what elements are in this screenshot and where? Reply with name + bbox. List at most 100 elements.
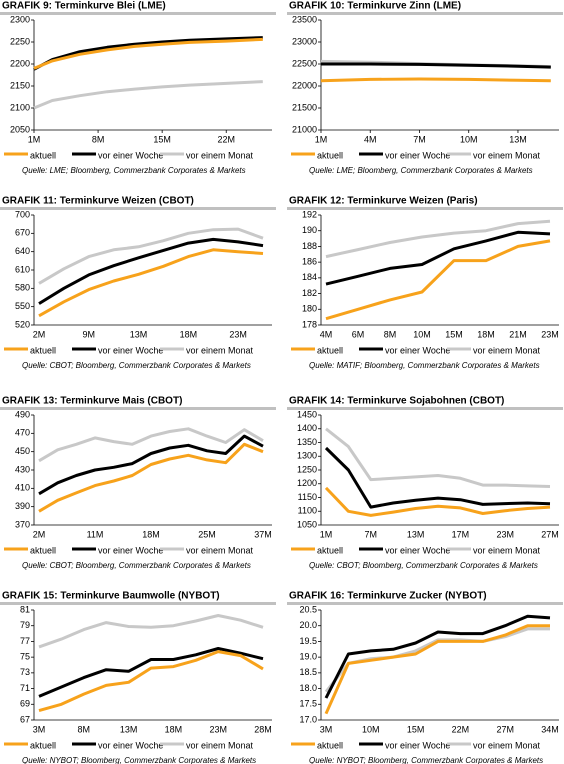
x-tick-label: 18M bbox=[165, 724, 183, 734]
source-note: Quelle: CBOT; Bloomberg, Commerzbank Cor… bbox=[22, 561, 251, 570]
x-tick-label: 13M bbox=[509, 134, 527, 144]
y-tick-label: 20.0 bbox=[299, 620, 317, 630]
legend-label: vor einer Woche bbox=[385, 150, 450, 160]
x-tick-label: 27M bbox=[496, 724, 514, 734]
x-tick-label: 28M bbox=[254, 724, 272, 734]
x-tick-label: 15M bbox=[407, 724, 425, 734]
series-line bbox=[38, 237, 264, 305]
legend-label: aktuell bbox=[317, 345, 343, 355]
y-tick-label: 69 bbox=[20, 699, 30, 709]
x-tick-label: 10M bbox=[460, 134, 478, 144]
source-note: Quelle: CBOT; Bloomberg, Commerzbank Cor… bbox=[309, 561, 538, 570]
series-line bbox=[33, 80, 263, 110]
y-tick-label: 19.0 bbox=[299, 652, 317, 662]
source-note: Quelle: LME; Bloomberg, Commerzbank Corp… bbox=[309, 166, 533, 175]
y-tick-label: 21000 bbox=[292, 124, 317, 134]
y-tick-label: 450 bbox=[15, 446, 30, 456]
chart-title: GRAFIK 9: Terminkurve Blei (LME) bbox=[2, 1, 166, 12]
y-tick-label: 188 bbox=[302, 241, 317, 251]
y-tick-label: 1350 bbox=[297, 437, 317, 447]
x-tick-label: 37M bbox=[254, 529, 272, 539]
source-note: Quelle: CBOT; Bloomberg, Commerzbank Cor… bbox=[22, 361, 251, 370]
title-rule bbox=[0, 12, 276, 15]
series-line bbox=[38, 248, 264, 318]
y-tick-label: 22000 bbox=[292, 80, 317, 90]
source-note: Quelle: NYBOT; Bloomberg, Commerzbank Co… bbox=[22, 756, 256, 764]
legend-label: vor einer Woche bbox=[385, 740, 450, 750]
series-line bbox=[38, 614, 264, 649]
legend-label: vor einem Monat bbox=[186, 545, 254, 555]
chart-title: GRAFIK 14: Terminkurve Sojabohnen (CBOT) bbox=[289, 396, 504, 407]
y-tick-label: 1050 bbox=[297, 519, 317, 529]
y-tick-label: 2100 bbox=[10, 102, 30, 112]
title-rule bbox=[287, 207, 563, 210]
y-tick-label: 1250 bbox=[297, 464, 317, 474]
x-tick-label: 22M bbox=[452, 724, 470, 734]
x-tick-label: 1M bbox=[315, 134, 328, 144]
y-tick-label: 1200 bbox=[297, 478, 317, 488]
legend-label: aktuell bbox=[317, 150, 343, 160]
series-line bbox=[324, 624, 550, 715]
series-line bbox=[325, 230, 551, 286]
series-line bbox=[38, 647, 264, 698]
x-tick-label: 2M bbox=[33, 329, 46, 339]
chart-title: GRAFIK 12: Terminkurve Weizen (Paris) bbox=[289, 196, 478, 207]
legend-label: vor einem Monat bbox=[186, 345, 254, 355]
x-tick-label: 1M bbox=[320, 529, 333, 539]
legend-label: vor einem Monat bbox=[473, 345, 541, 355]
source-note: Quelle: NYBOT; Bloomberg, Commerzbank Co… bbox=[309, 756, 543, 764]
x-tick-label: 4M bbox=[320, 329, 333, 339]
x-tick-label: 23M bbox=[209, 724, 227, 734]
series-line bbox=[325, 219, 551, 259]
legend-label: vor einer Woche bbox=[98, 740, 163, 750]
series-line bbox=[320, 77, 551, 83]
x-tick-label: 1M bbox=[28, 134, 41, 144]
x-tick-label: 34M bbox=[541, 724, 559, 734]
y-tick-label: 410 bbox=[15, 483, 30, 493]
y-tick-label: 75 bbox=[20, 652, 30, 662]
y-tick-label: 81 bbox=[20, 604, 30, 614]
x-tick-label: 6M bbox=[352, 329, 365, 339]
y-tick-label: 610 bbox=[15, 264, 30, 274]
series-line bbox=[325, 239, 551, 321]
x-tick-label: 22M bbox=[217, 134, 235, 144]
legend-label: vor einer Woche bbox=[98, 545, 163, 555]
x-tick-label: 8M bbox=[384, 329, 397, 339]
chart-title: GRAFIK 16: Terminkurve Zucker (NYBOT) bbox=[289, 591, 487, 602]
x-tick-label: 13M bbox=[130, 329, 148, 339]
y-tick-label: 192 bbox=[302, 209, 317, 219]
y-tick-label: 182 bbox=[302, 288, 317, 298]
series-line bbox=[321, 62, 551, 69]
legend-label: vor einem Monat bbox=[473, 150, 541, 160]
y-tick-label: 700 bbox=[15, 209, 30, 219]
title-rule bbox=[0, 407, 276, 410]
legend-label: aktuell bbox=[30, 740, 56, 750]
y-tick-label: 22500 bbox=[292, 58, 317, 68]
y-tick-label: 73 bbox=[20, 667, 30, 677]
legend-label: vor einem Monat bbox=[186, 740, 254, 750]
series-line bbox=[324, 486, 551, 517]
title-rule bbox=[287, 602, 563, 605]
legend-label: vor einem Monat bbox=[186, 150, 254, 160]
y-tick-label: 640 bbox=[15, 246, 30, 256]
x-tick-label: 10M bbox=[413, 329, 431, 339]
y-tick-label: 550 bbox=[15, 301, 30, 311]
y-tick-label: 23500 bbox=[292, 14, 317, 24]
x-tick-label: 11M bbox=[87, 529, 104, 539]
legend-label: aktuell bbox=[30, 545, 56, 555]
x-tick-label: 4M bbox=[364, 134, 377, 144]
legend-label: aktuell bbox=[317, 545, 343, 555]
y-tick-label: 2300 bbox=[10, 14, 30, 24]
series-line bbox=[324, 614, 551, 699]
chart-title: GRAFIK 11: Terminkurve Weizen (CBOT) bbox=[2, 196, 194, 207]
series-line bbox=[38, 650, 264, 713]
series-line bbox=[38, 434, 264, 496]
series-line bbox=[33, 36, 263, 71]
legend-label: aktuell bbox=[30, 150, 56, 160]
title-rule bbox=[0, 602, 276, 605]
series-line bbox=[325, 427, 551, 488]
x-tick-label: 3M bbox=[320, 724, 333, 734]
y-tick-label: 1300 bbox=[297, 451, 317, 461]
chart-title: GRAFIK 10: Terminkurve Zinn (LME) bbox=[289, 1, 461, 12]
x-tick-label: 23M bbox=[496, 529, 514, 539]
